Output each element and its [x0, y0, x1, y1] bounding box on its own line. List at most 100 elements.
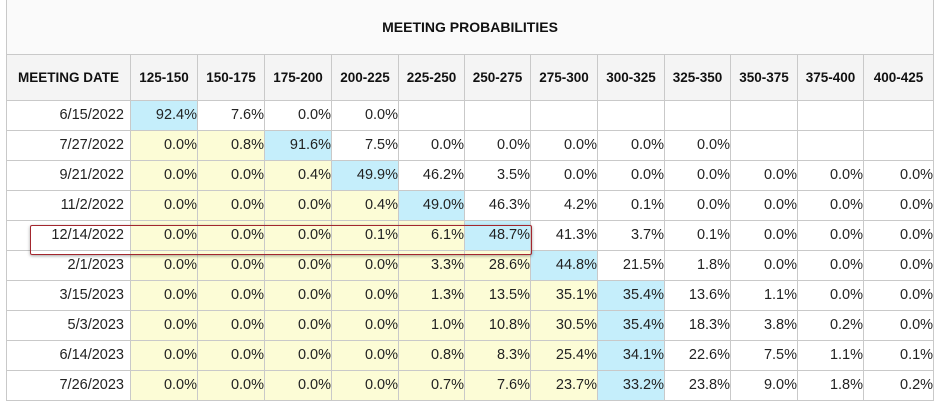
probability-cell: 13.5%: [464, 279, 531, 311]
probability-cell: 48.7%: [464, 219, 531, 251]
column-header-range: 175-200: [264, 53, 332, 101]
probability-cell: 9.0%: [730, 369, 798, 401]
probability-cell: 0.0%: [331, 339, 399, 371]
probability-cell: 18.3%: [664, 309, 731, 341]
probability-cell: 0.0%: [862, 219, 935, 251]
table-row: 5/3/2023 0.0% 0.0% 0.0% 0.0% 1.0% 10.8% 30.5% 35…: [6, 309, 935, 341]
meeting-date-cell: 6/14/2023: [6, 339, 131, 371]
column-header-range: 200-225: [331, 53, 399, 101]
probability-cell: 3.7%: [597, 219, 665, 251]
probability-cell: 0.0%: [264, 369, 332, 401]
probability-cell: 0.0%: [664, 129, 731, 161]
probability-cell: 0.4%: [264, 159, 332, 191]
probability-cell: 34.1%: [597, 339, 665, 371]
probability-cell: [530, 99, 598, 131]
column-header-range: 125-150: [130, 53, 198, 101]
probability-cell: 46.3%: [464, 189, 531, 221]
probability-cell: 0.0%: [862, 159, 935, 191]
meeting-date-cell: 2/1/2023: [6, 249, 131, 281]
meeting-date-cell: 11/2/2022: [6, 189, 131, 221]
probability-cell: 1.3%: [398, 279, 465, 311]
probability-cell: [597, 99, 665, 131]
probability-cell: 33.2%: [597, 369, 665, 401]
probability-cell: 0.0%: [464, 129, 531, 161]
probability-cell: 0.0%: [797, 279, 864, 311]
header-row: MEETING DATE 125-150 150-175 175-200 200-22…: [6, 53, 935, 101]
probability-cell: 0.0%: [197, 279, 265, 311]
probability-cell: 0.0%: [331, 279, 399, 311]
probability-cell: 23.8%: [664, 369, 731, 401]
probability-cell: 35.1%: [530, 279, 598, 311]
column-header-range: 375-400: [797, 53, 864, 101]
probability-cell: 0.0%: [130, 219, 198, 251]
probability-cell: 0.0%: [730, 159, 798, 191]
probability-cell: 0.0%: [398, 129, 465, 161]
probability-cell: 0.0%: [597, 129, 665, 161]
probability-cell: 0.0%: [264, 249, 332, 281]
probability-cell: 0.0%: [197, 309, 265, 341]
probability-cell: 0.0%: [797, 219, 864, 251]
probability-cell: 0.0%: [862, 309, 935, 341]
column-header-range: 300-325: [597, 53, 665, 101]
probability-cell: 0.0%: [331, 309, 399, 341]
probability-cell: 91.6%: [264, 129, 332, 161]
probability-cell: 0.0%: [331, 249, 399, 281]
probability-cell: 44.8%: [530, 249, 598, 281]
table-row: 7/27/2022 0.0% 0.8% 91.6% 7.5% 0.0% 0.0% 0.0% 0.…: [6, 129, 935, 161]
column-header-range: 350-375: [730, 53, 798, 101]
probability-cell: [862, 99, 935, 131]
probability-cell: 0.0%: [130, 339, 198, 371]
probability-cell: 0.0%: [264, 279, 332, 311]
probability-cell: 0.1%: [597, 189, 665, 221]
table-row: 12/14/2022 0.0% 0.0% 0.0% 0.1% 6.1% 48.7% 41.3%…: [6, 219, 935, 251]
probability-cell: 1.1%: [730, 279, 798, 311]
probability-cell: 1.8%: [797, 369, 864, 401]
column-header-range: 225-250: [398, 53, 465, 101]
probability-cell: 0.4%: [331, 189, 399, 221]
probability-cell: 46.2%: [398, 159, 465, 191]
probability-cell: 0.0%: [264, 189, 332, 221]
probability-cell: 0.0%: [730, 189, 798, 221]
column-header-range: 400-425: [862, 53, 935, 101]
probability-cell: 0.0%: [264, 309, 332, 341]
probability-cell: 0.2%: [797, 309, 864, 341]
probability-cell: 25.4%: [530, 339, 598, 371]
probability-cell: 13.6%: [664, 279, 731, 311]
probability-cell: 0.7%: [398, 369, 465, 401]
column-header-range: 325-350: [664, 53, 731, 101]
probability-cell: 10.8%: [464, 309, 531, 341]
probability-cell: 0.0%: [862, 189, 935, 221]
probability-cell: 6.1%: [398, 219, 465, 251]
column-header-range: 275-300: [530, 53, 598, 101]
probability-cell: 0.0%: [197, 189, 265, 221]
probability-cell: 3.5%: [464, 159, 531, 191]
probability-cell: 1.8%: [664, 249, 731, 281]
probability-cell: 1.1%: [797, 339, 864, 371]
probability-cell: [797, 99, 864, 131]
probability-cell: 0.0%: [197, 249, 265, 281]
probability-cell: 8.3%: [464, 339, 531, 371]
probability-cell: 0.0%: [264, 339, 332, 371]
probability-cell: 0.0%: [530, 129, 598, 161]
probability-cell: 0.0%: [664, 189, 731, 221]
probability-cell: 30.5%: [530, 309, 598, 341]
meeting-date-cell: 12/14/2022: [6, 219, 131, 251]
probability-cell: 0.8%: [398, 339, 465, 371]
meeting-date-cell: 3/15/2023: [6, 279, 131, 311]
meeting-date-cell: 7/26/2023: [6, 369, 131, 401]
table-row: 6/15/2022 92.4% 7.6% 0.0% 0.0%: [6, 99, 935, 131]
probability-cell: 0.0%: [130, 309, 198, 341]
table-title: MEETING PROBABILITIES: [5, 0, 935, 55]
probability-cell: 0.0%: [264, 219, 332, 251]
probability-cell: 49.9%: [331, 159, 399, 191]
probability-cell: 0.0%: [264, 99, 332, 131]
probability-table: MEETING PROBABILITIES MEETING DATE 125-1…: [5, 0, 935, 401]
table-row: 7/26/2023 0.0% 0.0% 0.0% 0.0% 0.7% 7.6% 23.7% 33…: [6, 369, 935, 401]
probability-cell: [730, 129, 798, 161]
probability-cell: 0.0%: [797, 249, 864, 281]
meeting-date-cell: 7/27/2022: [6, 129, 131, 161]
probability-cell: 0.0%: [197, 339, 265, 371]
probability-cell: 0.0%: [530, 159, 598, 191]
table-row: 11/2/2022 0.0% 0.0% 0.0% 0.4% 49.0% 46.3% 4.2% 0…: [6, 189, 935, 221]
